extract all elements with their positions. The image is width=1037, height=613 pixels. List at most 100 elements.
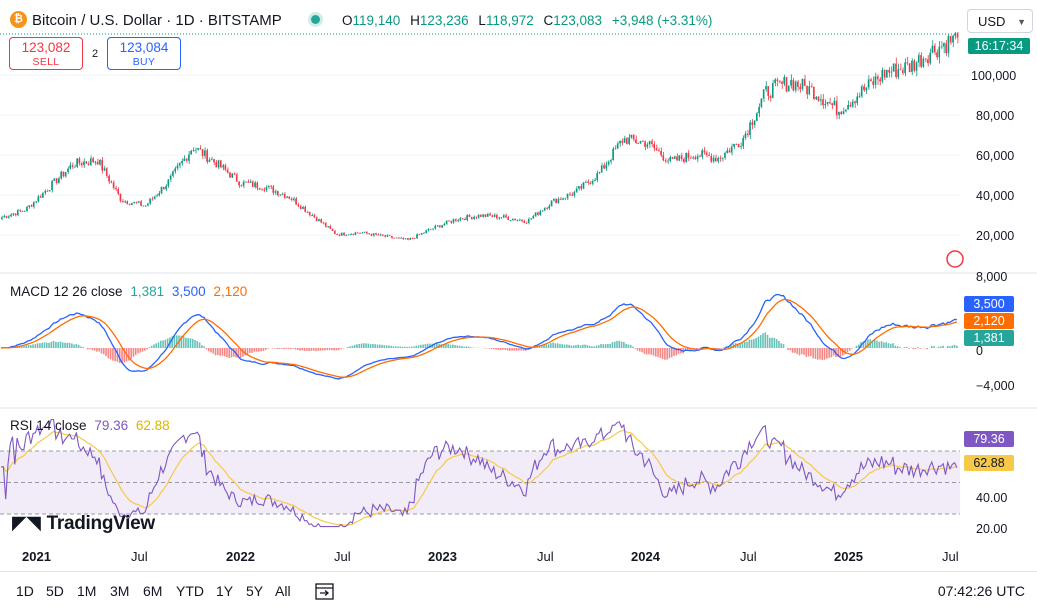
candle [503, 215, 505, 217]
candle [168, 180, 170, 186]
date-range-icon[interactable] [314, 581, 336, 601]
candle [106, 168, 108, 176]
candle [149, 199, 151, 204]
macd-histogram-bar [787, 348, 789, 350]
macd-tick: −4,000 [976, 379, 1015, 393]
macd-histogram-bar [349, 346, 351, 348]
high-label: H [410, 13, 420, 28]
macd-histogram-bar [516, 348, 518, 351]
macd-histogram-bar [137, 348, 139, 353]
macd-histogram-bar [256, 348, 258, 352]
macd-histogram-bar [226, 348, 228, 357]
rsi-legend: RSI 14 close 79.36 62.88 [10, 418, 170, 433]
timeframe-6m[interactable]: 6M [143, 583, 162, 599]
macd-histogram-bar [71, 343, 73, 348]
macd-histogram-bar [144, 348, 146, 351]
candle [117, 189, 119, 194]
candle [909, 63, 911, 72]
macd-histogram-bar [96, 348, 98, 352]
symbol-title[interactable]: Bitcoin / U.S. Dollar · 1D · BITSTAMP [32, 12, 282, 29]
candle [398, 238, 400, 239]
macd-histogram-bar [352, 346, 354, 348]
candle [747, 134, 749, 135]
candle [669, 157, 671, 161]
macd-histogram-bar [879, 342, 881, 348]
candle [872, 81, 874, 85]
candle [152, 199, 154, 200]
macd-histogram-bar [404, 347, 406, 348]
macd-histogram-bar [600, 344, 602, 348]
candle [243, 182, 245, 186]
macd-histogram-bar [393, 346, 395, 348]
candle [498, 218, 500, 219]
candle [284, 194, 286, 198]
macd-histogram-bar [60, 341, 62, 348]
macd-histogram-bar [488, 348, 490, 349]
candle [325, 223, 327, 227]
candle [900, 69, 902, 70]
macd-histogram-bar [920, 348, 922, 349]
candle [316, 217, 318, 221]
macd-histogram-bar [892, 343, 894, 348]
candle [129, 204, 131, 205]
macd-histogram-bar [908, 348, 910, 349]
macd-histogram-bar [315, 348, 317, 351]
macd-histogram-bar [495, 348, 497, 350]
candle [489, 214, 491, 216]
macd-histogram-bar [625, 344, 627, 348]
timeframe-1y[interactable]: 1Y [216, 583, 233, 599]
low-label: L [478, 13, 486, 28]
candle [555, 199, 557, 203]
candle [934, 46, 936, 53]
macd-histogram-bar [454, 345, 456, 348]
candle [85, 162, 87, 164]
timeframe-5y[interactable]: 5Y [246, 583, 263, 599]
candle [26, 207, 28, 211]
candle [574, 192, 576, 196]
macd-histogram-bar [634, 348, 636, 349]
candle [644, 141, 646, 147]
candle [17, 210, 19, 215]
macd-histogram-bar [819, 348, 821, 359]
candle [211, 159, 213, 160]
time-label: Jul [740, 549, 757, 564]
macd-line-tag: 3,500 [964, 296, 1014, 312]
candle [298, 205, 300, 207]
candle [763, 89, 765, 98]
macd-histogram-bar [30, 345, 32, 348]
timeframe-5d[interactable]: 5D [46, 583, 64, 599]
macd-histogram-bar [637, 348, 639, 351]
timeframe-3m[interactable]: 3M [110, 583, 129, 599]
macd-histogram-bar [582, 345, 584, 348]
timeframe-ytd[interactable]: YTD [176, 583, 204, 599]
candle [829, 102, 831, 103]
tradingview-logo[interactable]: ◤◥TradingView [12, 512, 155, 535]
timeframe-1d[interactable]: 1D [16, 583, 34, 599]
candle [751, 122, 753, 125]
candle [76, 158, 78, 166]
candle [172, 171, 174, 175]
macd-histogram-bar [630, 345, 632, 348]
currency-select[interactable]: USD ▼ [967, 9, 1033, 33]
timeframe-1m[interactable]: 1M [77, 583, 96, 599]
candle [428, 229, 430, 230]
candle [375, 233, 377, 234]
candle [681, 155, 683, 159]
utc-clock[interactable]: 07:42:26 UTC [938, 583, 1025, 599]
candle [101, 160, 103, 170]
open-value: 119,140 [353, 13, 401, 28]
candle [81, 163, 83, 165]
candle [523, 221, 525, 223]
macd-histogram-bar [228, 348, 230, 358]
candle [480, 215, 482, 217]
macd-histogram-bar [57, 342, 59, 348]
candle [662, 155, 664, 160]
macd-histogram-bar [409, 347, 411, 348]
candle [907, 62, 909, 63]
candle [195, 150, 197, 151]
candle [323, 223, 325, 224]
candle [247, 182, 249, 183]
macd-histogram-bar [276, 348, 278, 349]
candle [334, 231, 336, 234]
timeframe-all[interactable]: All [275, 583, 291, 599]
